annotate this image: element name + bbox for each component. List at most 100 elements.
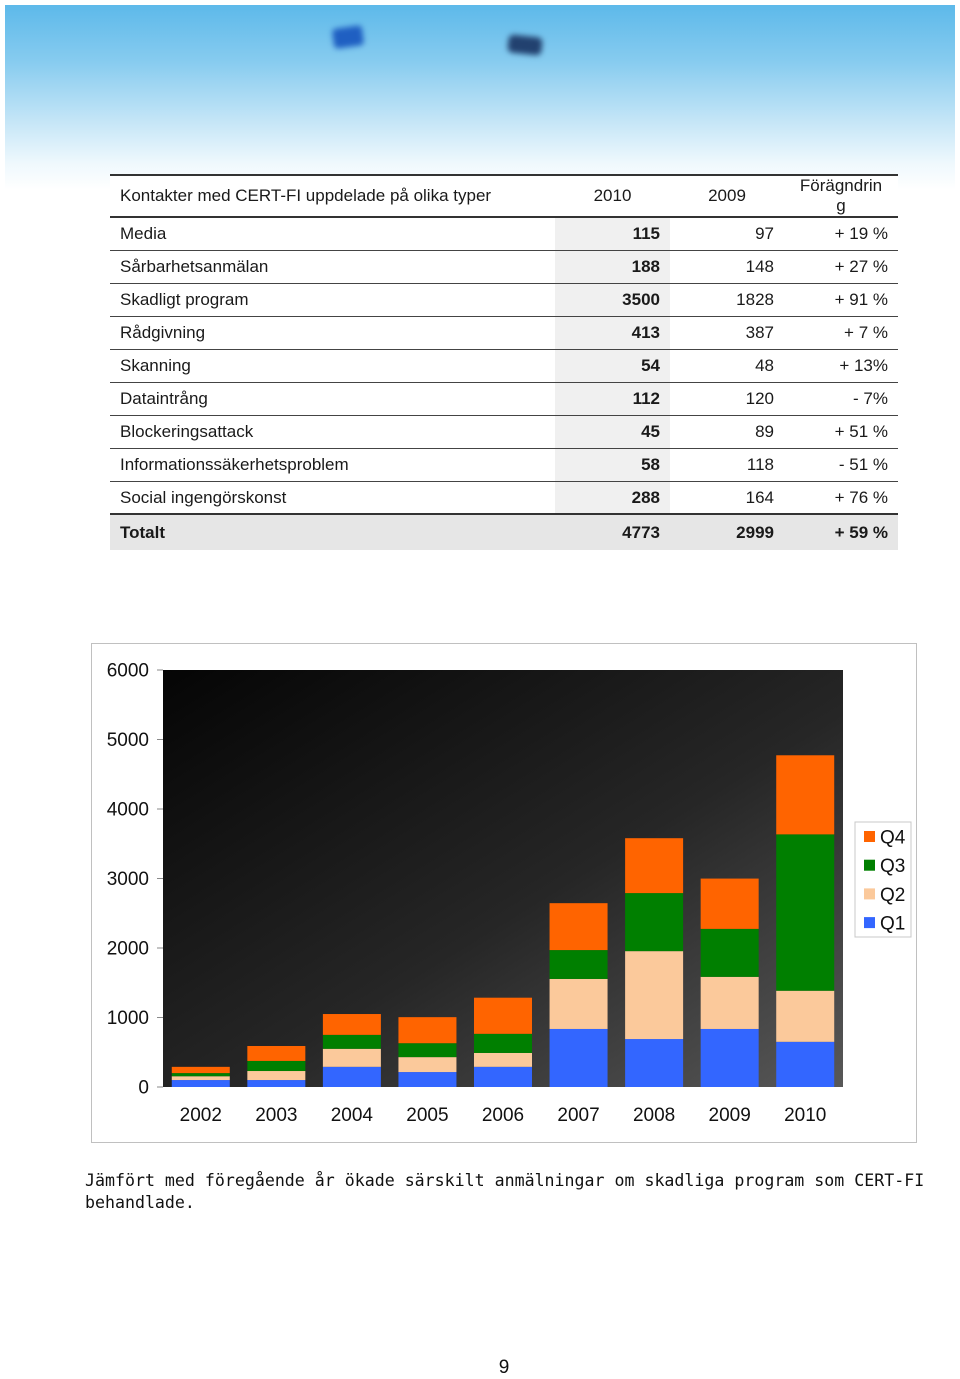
row-label: Dataintrång <box>120 389 208 408</box>
bar-q4-2007 <box>549 903 608 951</box>
table-header-row: Kontakter med CERT-FI uppdelade på olika… <box>110 174 898 218</box>
bar-q4-2003 <box>247 1045 306 1061</box>
stacked-bar-chart: 0 1000 2000 3000 4000 5000 6000 2002 2003 2004 200… <box>107 661 912 1126</box>
change-value: + 19 % <box>834 224 888 243</box>
value-2009: 387 <box>745 323 774 342</box>
total-change: + 59 % <box>834 522 888 542</box>
x-tick-label: 2010 <box>784 1105 826 1126</box>
bar-q3-2003 <box>247 1060 306 1072</box>
change-value: - 51 % <box>838 455 888 474</box>
table-row: Dataintrång 112 120 - 7% <box>110 383 898 416</box>
table-row: Sårbarhetsanmälan 188 148 + 27 % <box>110 251 898 284</box>
bar-q1-2009 <box>700 1028 759 1087</box>
value-2009: 48 <box>755 356 774 375</box>
bar-q3-2002 <box>171 1073 230 1077</box>
bar-q2-2009 <box>700 976 759 1029</box>
legend-swatch-q1 <box>864 917 875 929</box>
x-tick-label: 2004 <box>331 1105 374 1126</box>
row-label: Blockeringsattack <box>120 422 254 441</box>
value-2010: 54 <box>555 350 670 382</box>
value-2010: 45 <box>555 416 670 448</box>
change-value: + 91 % <box>834 290 888 309</box>
chart-caption: Jämfört med föregående år ökade särskilt… <box>85 1171 925 1212</box>
bar-q2-2010 <box>776 990 835 1042</box>
y-tick-label: 6000 <box>107 661 149 682</box>
x-tick-label: 2002 <box>180 1105 222 1126</box>
x-tick-label: 2009 <box>709 1105 751 1126</box>
change-value: + 7 % <box>844 323 888 342</box>
bar-q1-2010 <box>776 1041 835 1087</box>
bar-q3-2007 <box>549 950 608 979</box>
table-row: Skanning 54 48 + 13% <box>110 350 898 383</box>
legend-swatch-q3 <box>864 859 875 871</box>
bar-q1-2002 <box>171 1080 230 1087</box>
y-tick-label: 2000 <box>107 939 149 960</box>
table-header-2009: 2009 <box>708 186 746 205</box>
row-label: Skanning <box>120 356 191 375</box>
x-tick-label: 2005 <box>406 1105 448 1126</box>
change-value: + 13% <box>839 356 888 375</box>
page-number: 9 <box>498 1357 510 1378</box>
table-row: Informationssäkerhetsproblem 58 118 - 51… <box>110 449 898 482</box>
bar-q4-2005 <box>398 1017 457 1044</box>
value-2009: 148 <box>745 257 774 276</box>
banner-decoration <box>331 25 365 49</box>
change-value: + 51 % <box>834 422 888 441</box>
bar-q3-2008 <box>625 893 684 952</box>
bar-q4-2010 <box>776 755 835 835</box>
y-tick-label: 1000 <box>107 1008 149 1029</box>
row-label: Sårbarhetsanmälan <box>120 257 269 276</box>
row-label: Social ingengörskonst <box>120 487 287 507</box>
bar-q3-2010 <box>776 834 835 991</box>
row-label: Rådgivning <box>120 323 206 342</box>
value-2010: 3500 <box>555 284 670 316</box>
x-tick-label: 2007 <box>557 1105 599 1126</box>
legend-label: Q1 <box>880 914 905 935</box>
row-label: Media <box>120 224 167 243</box>
value-2010: 58 <box>555 449 670 481</box>
value-2009: 89 <box>755 422 774 441</box>
legend-label: Q3 <box>880 856 905 877</box>
bar-q3-2004 <box>322 1034 381 1049</box>
legend-label: Q4 <box>880 828 906 849</box>
bar-q2-2005 <box>398 1057 457 1073</box>
x-tick-label: 2008 <box>633 1105 675 1126</box>
y-tick-label: 4000 <box>107 800 149 821</box>
bar-q4-2006 <box>474 997 532 1034</box>
row-label: Informationssäkerhetsproblem <box>120 455 349 474</box>
y-tick-label: 0 <box>138 1078 149 1099</box>
bar-q4-2009 <box>700 878 759 929</box>
value-2009: 1828 <box>736 290 774 309</box>
bar-q4-2002 <box>171 1066 230 1074</box>
y-tick-label: 3000 <box>107 869 149 890</box>
table-row: Social ingengörskonst 288 164 + 76 % <box>110 482 898 515</box>
bar-q3-2005 <box>398 1043 457 1058</box>
value-2010: 188 <box>555 251 670 283</box>
table-row: Skadligt program 3500 1828 + 91 % <box>110 284 898 317</box>
change-value: + 76 % <box>834 487 888 507</box>
change-value: - 7% <box>853 389 888 408</box>
total-2010: 4773 <box>622 522 660 542</box>
bar-q1-2004 <box>322 1066 381 1087</box>
bar-q2-2007 <box>549 978 608 1029</box>
bar-q1-2003 <box>247 1080 306 1087</box>
legend-label: Q2 <box>880 885 905 906</box>
table-total-row: Totalt 4773 2999 + 59 % <box>110 515 898 550</box>
legend-swatch-q2 <box>864 888 875 900</box>
header-banner <box>5 5 955 190</box>
x-tick-label: 2003 <box>255 1105 297 1126</box>
y-tick-label: 5000 <box>107 730 149 751</box>
banner-decoration <box>507 34 543 56</box>
value-2009: 120 <box>745 389 774 408</box>
table-row: Blockeringsattack 45 89 + 51 % <box>110 416 898 449</box>
value-2009: 118 <box>746 455 774 474</box>
value-2010: 112 <box>555 383 670 415</box>
change-value: + 27 % <box>834 257 888 276</box>
bar-q2-2006 <box>474 1052 532 1067</box>
value-2009: 164 <box>745 487 774 507</box>
bar-q4-2008 <box>625 838 684 894</box>
value-2009: 97 <box>755 224 774 243</box>
x-tick-label: 2006 <box>482 1105 524 1126</box>
value-2010: 115 <box>555 218 670 250</box>
table-row: Media 115 97 + 19 % <box>110 218 898 251</box>
